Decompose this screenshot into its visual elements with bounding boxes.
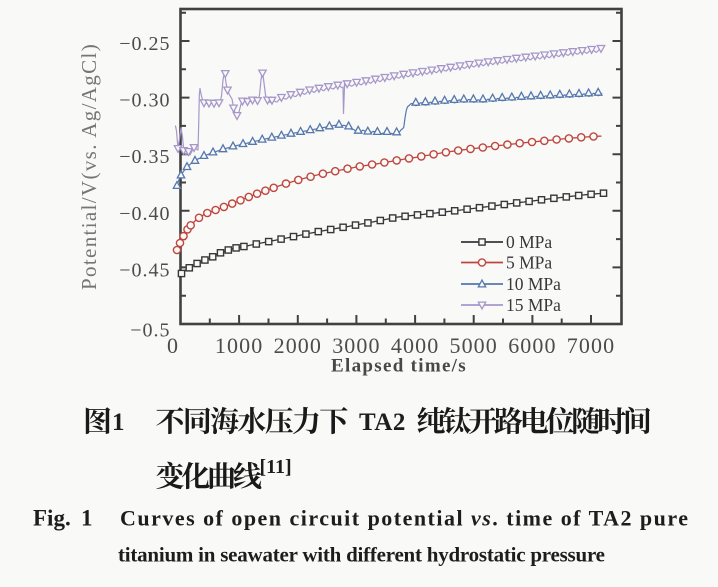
svg-text:7000: 7000: [567, 333, 615, 358]
svg-text:−0.45: −0.45: [119, 259, 170, 281]
svg-text:Elapsed time/s: Elapsed time/s: [331, 356, 467, 377]
svg-text:15 MPa: 15 MPa: [506, 295, 561, 315]
svg-text:1000: 1000: [215, 333, 263, 358]
svg-text:10 MPa: 10 MPa: [506, 274, 561, 294]
svg-text:−0.40: −0.40: [119, 203, 170, 225]
svg-text:Curves of open circuit potenti: Curves of open circuit potential vs. tim…: [120, 506, 688, 531]
svg-text:5000: 5000: [449, 333, 497, 358]
svg-text:Potential/V(vs. Ag/AgCl): Potential/V(vs. Ag/AgCl): [77, 43, 101, 290]
svg-text:−0.5: −0.5: [130, 320, 170, 342]
svg-text:2000: 2000: [274, 333, 322, 358]
svg-text:4000: 4000: [391, 333, 439, 358]
svg-text:Fig.: Fig.: [33, 506, 71, 531]
svg-text:1: 1: [81, 506, 93, 531]
svg-text:0: 0: [167, 333, 179, 358]
svg-text:−0.25: −0.25: [119, 33, 170, 55]
svg-text:−0.35: −0.35: [119, 146, 170, 168]
svg-text:6000: 6000: [508, 333, 556, 358]
svg-text:[11]: [11]: [260, 456, 292, 478]
svg-text:1: 1: [112, 409, 125, 436]
svg-text:titanium in seawater with diff: titanium in seawater with different hydr…: [118, 543, 605, 567]
svg-text:5 MPa: 5 MPa: [506, 253, 552, 273]
svg-text:−0.30: −0.30: [119, 90, 170, 112]
svg-text:TA2: TA2: [359, 409, 406, 436]
svg-text:3000: 3000: [332, 333, 380, 358]
svg-text:0 MPa: 0 MPa: [506, 232, 552, 252]
